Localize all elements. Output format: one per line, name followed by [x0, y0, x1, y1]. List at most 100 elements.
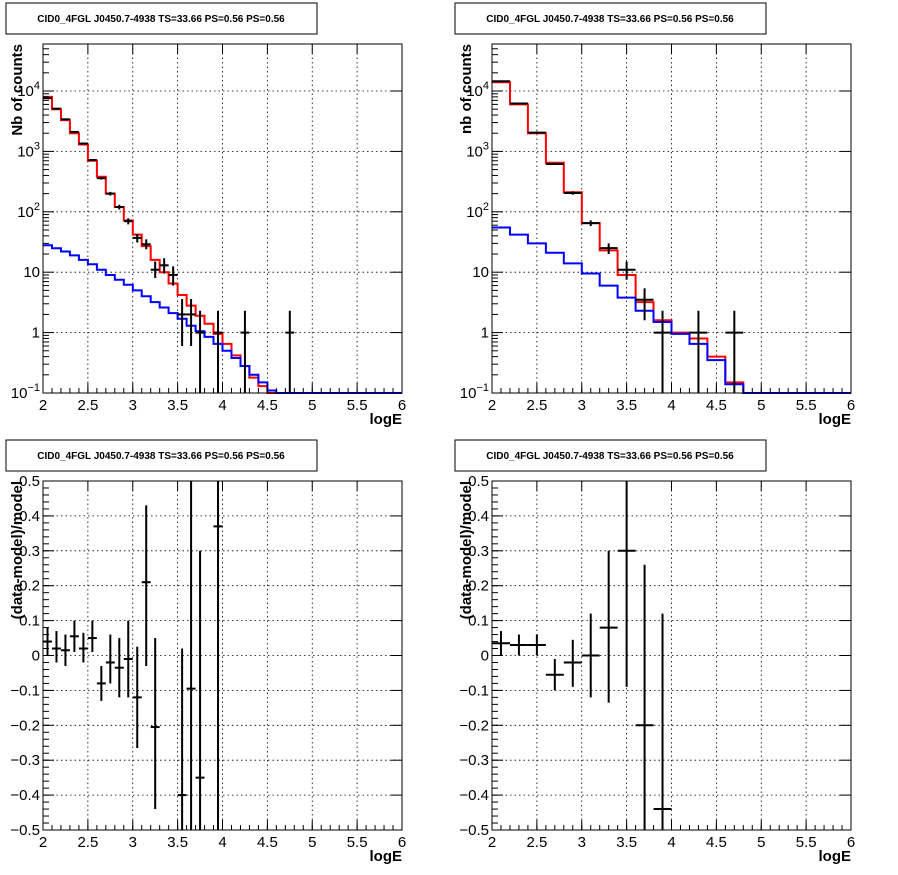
data-point: [60, 634, 70, 666]
data-point: [78, 142, 88, 145]
y-tick-label: 102: [17, 201, 40, 221]
y-tick-label: 0.2: [468, 578, 489, 595]
y-tick-label: 0.5: [468, 473, 489, 490]
chart-title: CID0_4FGL J0450.7-4938 TS=33.66 PS=0.56 …: [486, 451, 734, 462]
x-tick-label: 2: [488, 834, 496, 851]
y-tick-mantissa: 10: [466, 204, 483, 221]
y-tick-label: 10: [23, 264, 40, 281]
y-tick-label: 1: [481, 325, 489, 342]
y-axis-label: Nb of counts: [9, 44, 26, 136]
data-point: [635, 564, 654, 830]
data-point: [69, 620, 79, 653]
y-tick-exponent: 3: [483, 140, 489, 152]
data-point: [509, 102, 528, 105]
x-tick-label: 3: [578, 397, 586, 414]
x-tick-label: 4.5: [706, 834, 727, 851]
y-tick-label: 104: [17, 80, 40, 100]
y-tick-label: 0.1: [19, 613, 40, 630]
data-point: [527, 634, 546, 656]
y-tick-label: −0.3: [459, 752, 489, 769]
y-tick-label: 10−1: [11, 382, 40, 402]
data-point: [60, 118, 70, 121]
data-point: [159, 258, 169, 274]
title-box: [5, 439, 318, 472]
x-tick-label: 2.5: [77, 397, 98, 414]
y-tick-label: −0.4: [10, 787, 40, 804]
data-point: [87, 159, 97, 162]
x-tick-label: 2: [39, 397, 47, 414]
data-point: [545, 658, 564, 691]
x-tick-label: 3.5: [616, 397, 637, 414]
y-tick-exponent: 3: [34, 140, 40, 152]
data-point: [105, 634, 115, 684]
x-tick-label: 4: [218, 397, 226, 414]
data-point: [51, 107, 61, 110]
y-axis-label: (data-model)/model: [9, 481, 26, 619]
x-tick-label: 2.5: [526, 834, 547, 851]
y-tick-label: −0.5: [459, 822, 489, 839]
chart-title: CID0_4FGL J0450.7-4938 TS=33.66 PS=0.56 …: [37, 451, 285, 462]
plot-frame: [42, 480, 403, 831]
x-tick-label: 4.5: [706, 397, 727, 414]
y-tick-label: −0.1: [459, 682, 489, 699]
x-tick-label: 3: [578, 834, 586, 851]
x-tick-label: 3.5: [167, 834, 188, 851]
data-point: [132, 233, 142, 243]
x-tick-label: 3: [129, 397, 137, 414]
x-axis-label: logE: [370, 848, 403, 865]
x-tick-label: 6: [847, 397, 855, 414]
x-tick-label: 4: [667, 397, 675, 414]
x-tick-label: 4: [667, 834, 675, 851]
data-point: [509, 634, 528, 656]
x-tick-label: 5.5: [347, 397, 368, 414]
y-tick-mantissa: 10: [17, 204, 34, 221]
y-tick-exponent: 4: [483, 80, 489, 92]
y-axis-label: (data-model)/model: [458, 481, 475, 619]
data-point: [653, 310, 672, 393]
data-point: [87, 620, 97, 653]
data-point: [177, 648, 187, 830]
plot-frame: [491, 480, 852, 831]
data-point: [213, 310, 223, 393]
y-tick-label: 10: [472, 264, 489, 281]
y-tick-label: 103: [466, 140, 489, 160]
y-tick-label: 103: [17, 140, 40, 160]
y-tick-label: 0.2: [19, 578, 40, 595]
data-point: [114, 204, 124, 210]
y-tick-mantissa: 10: [460, 385, 477, 402]
counts-panel-left: CID0_4FGL J0450.7-4938 TS=33.66 PS=0.56 …: [5, 2, 406, 428]
data-point: [635, 288, 654, 321]
data-point: [195, 310, 205, 393]
data-point: [581, 613, 600, 698]
data-point: [78, 632, 88, 663]
y-tick-label: 0: [32, 648, 40, 665]
y-tick-exponent: −1: [476, 382, 489, 394]
y-tick-label: −0.1: [10, 682, 40, 699]
counts-panel-right: CID0_4FGL J0450.7-4938 TS=33.66 PS=0.56 …: [454, 2, 855, 428]
data-point: [581, 220, 600, 227]
y-tick-exponent: 4: [34, 80, 40, 92]
data-point: [240, 310, 250, 393]
data-point: [653, 613, 672, 830]
data-point: [563, 191, 582, 195]
x-tick-label: 4: [218, 834, 226, 851]
x-tick-label: 2: [488, 397, 496, 414]
y-tick-label: 0.1: [468, 613, 489, 630]
y-axis-label: nb of counts: [458, 44, 475, 134]
data-point: [51, 631, 61, 663]
data-point: [617, 261, 636, 280]
y-tick-label: −0.2: [10, 717, 40, 734]
data-point: [150, 261, 160, 279]
y-tick-label: −0.3: [10, 752, 40, 769]
y-tick-mantissa: 10: [17, 143, 34, 160]
data-point: [617, 481, 636, 687]
y-tick-mantissa: 10: [466, 143, 483, 160]
y-tick-label: 0.5: [19, 473, 40, 490]
data-point: [599, 550, 618, 703]
x-tick-label: 4.5: [257, 834, 278, 851]
x-tick-label: 2: [39, 834, 47, 851]
y-tick-label: 0.4: [19, 508, 40, 525]
y-tick-label: 10−1: [460, 382, 489, 402]
data-point: [492, 631, 510, 656]
